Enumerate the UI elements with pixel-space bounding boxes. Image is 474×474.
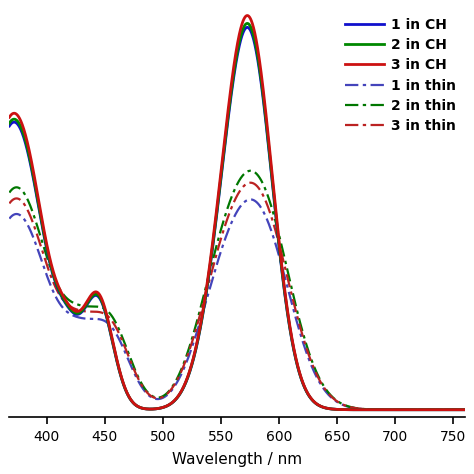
2 in CH	[179, 388, 185, 393]
1 in thin	[453, 407, 458, 412]
3 in thin	[453, 407, 458, 412]
X-axis label: Wavelength / nm: Wavelength / nm	[172, 452, 302, 467]
2 in CH	[462, 407, 467, 412]
3 in CH	[82, 301, 88, 307]
3 in CH	[55, 283, 61, 289]
2 in thin	[55, 283, 61, 289]
3 in CH	[245, 13, 250, 18]
2 in thin	[462, 407, 467, 412]
Line: 2 in CH: 2 in CH	[6, 23, 465, 410]
1 in CH	[179, 388, 185, 393]
1 in thin	[55, 299, 61, 304]
1 in thin	[3, 221, 9, 227]
3 in CH	[199, 315, 205, 321]
3 in CH	[179, 387, 185, 393]
1 in CH	[462, 407, 467, 412]
3 in thin	[403, 407, 409, 412]
Line: 3 in thin: 3 in thin	[6, 182, 465, 410]
1 in CH	[3, 130, 9, 136]
1 in thin	[462, 407, 467, 412]
2 in thin	[247, 168, 253, 173]
2 in thin	[3, 196, 9, 201]
3 in thin	[55, 290, 61, 295]
3 in thin	[3, 206, 9, 212]
2 in thin	[82, 303, 88, 309]
2 in CH	[55, 285, 61, 291]
Legend: 1 in CH, 2 in CH, 3 in CH, 1 in thin, 2 in thin, 3 in thin: 1 in CH, 2 in CH, 3 in CH, 1 in thin, 2 …	[341, 14, 460, 137]
1 in CH	[453, 407, 458, 412]
2 in CH	[199, 317, 205, 322]
1 in CH	[199, 318, 205, 323]
2 in thin	[179, 365, 185, 371]
1 in CH	[403, 407, 409, 412]
1 in CH	[82, 304, 88, 310]
2 in CH	[453, 407, 458, 412]
3 in CH	[403, 407, 409, 412]
2 in thin	[403, 407, 409, 412]
1 in thin	[179, 370, 185, 376]
3 in thin	[82, 309, 88, 314]
Line: 2 in thin: 2 in thin	[6, 171, 465, 410]
1 in CH	[245, 25, 250, 30]
2 in CH	[3, 128, 9, 133]
1 in thin	[403, 407, 409, 412]
3 in thin	[247, 180, 253, 185]
3 in CH	[3, 122, 9, 128]
1 in thin	[199, 313, 205, 319]
3 in CH	[462, 407, 467, 412]
1 in thin	[247, 197, 253, 202]
2 in CH	[82, 303, 88, 309]
3 in thin	[199, 306, 205, 311]
1 in CH	[55, 287, 61, 292]
3 in thin	[462, 407, 467, 412]
2 in CH	[403, 407, 409, 412]
Line: 3 in CH: 3 in CH	[6, 16, 465, 410]
Line: 1 in CH: 1 in CH	[6, 27, 465, 410]
3 in thin	[179, 367, 185, 373]
3 in CH	[453, 407, 458, 412]
2 in thin	[453, 407, 458, 412]
2 in CH	[245, 20, 250, 26]
Line: 1 in thin: 1 in thin	[6, 200, 465, 410]
2 in thin	[199, 301, 205, 306]
1 in thin	[82, 316, 88, 321]
